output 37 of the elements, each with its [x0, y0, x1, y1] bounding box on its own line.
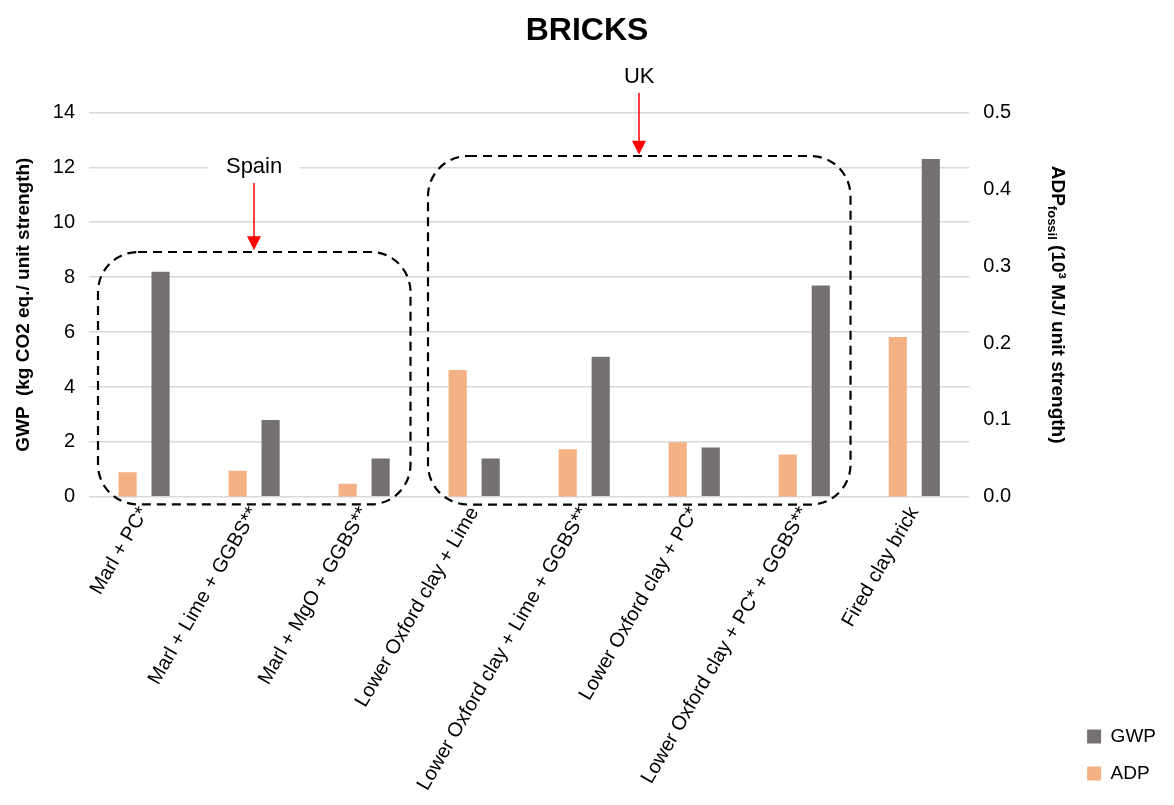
legend-label: ADP: [1110, 761, 1150, 783]
y-tick-label: 10: [52, 209, 76, 232]
bar: [701, 447, 720, 497]
bar: [888, 336, 907, 497]
chart-title: BRICKS: [525, 11, 649, 48]
bar: [228, 470, 247, 497]
bar: [151, 271, 170, 497]
bar: [371, 458, 390, 497]
bar: [481, 458, 500, 497]
y-tick-label: 4: [63, 374, 76, 397]
y2-axis-title: ADPfossil (10³ MJ/ unit strength): [1044, 165, 1069, 444]
bar: [338, 483, 357, 497]
y-tick-label: 14: [52, 99, 76, 122]
bar: [591, 356, 610, 497]
annotation: Spain: [225, 153, 283, 179]
y-tick-label: 8: [63, 264, 76, 287]
y2-tick-label: 0.3: [983, 253, 1012, 276]
bar: [261, 419, 280, 497]
bar: [921, 159, 940, 497]
y2-tick-label: 0.1: [983, 407, 1012, 430]
legend-label: GWP: [1110, 724, 1157, 746]
y-tick-label: 6: [63, 319, 76, 342]
y2-tick-label: 0.2: [983, 330, 1012, 353]
y-axis-title: GWP (kg CO2 eq./ unit strength): [11, 157, 33, 452]
bar: [118, 472, 137, 497]
y-tick-label: 12: [52, 154, 76, 177]
text: UK: [623, 62, 655, 88]
bar: [811, 285, 830, 497]
y-tick-label: 0: [63, 484, 76, 507]
y2-tick-label: 0.0: [983, 484, 1012, 507]
bar: [448, 370, 467, 497]
y2-tick-label: 0.5: [983, 99, 1012, 122]
y2-tick-label: 0.4: [983, 176, 1012, 199]
bar: [668, 442, 687, 497]
bar: [558, 449, 577, 497]
bar: [778, 454, 797, 497]
y-tick-label: 2: [63, 429, 76, 452]
